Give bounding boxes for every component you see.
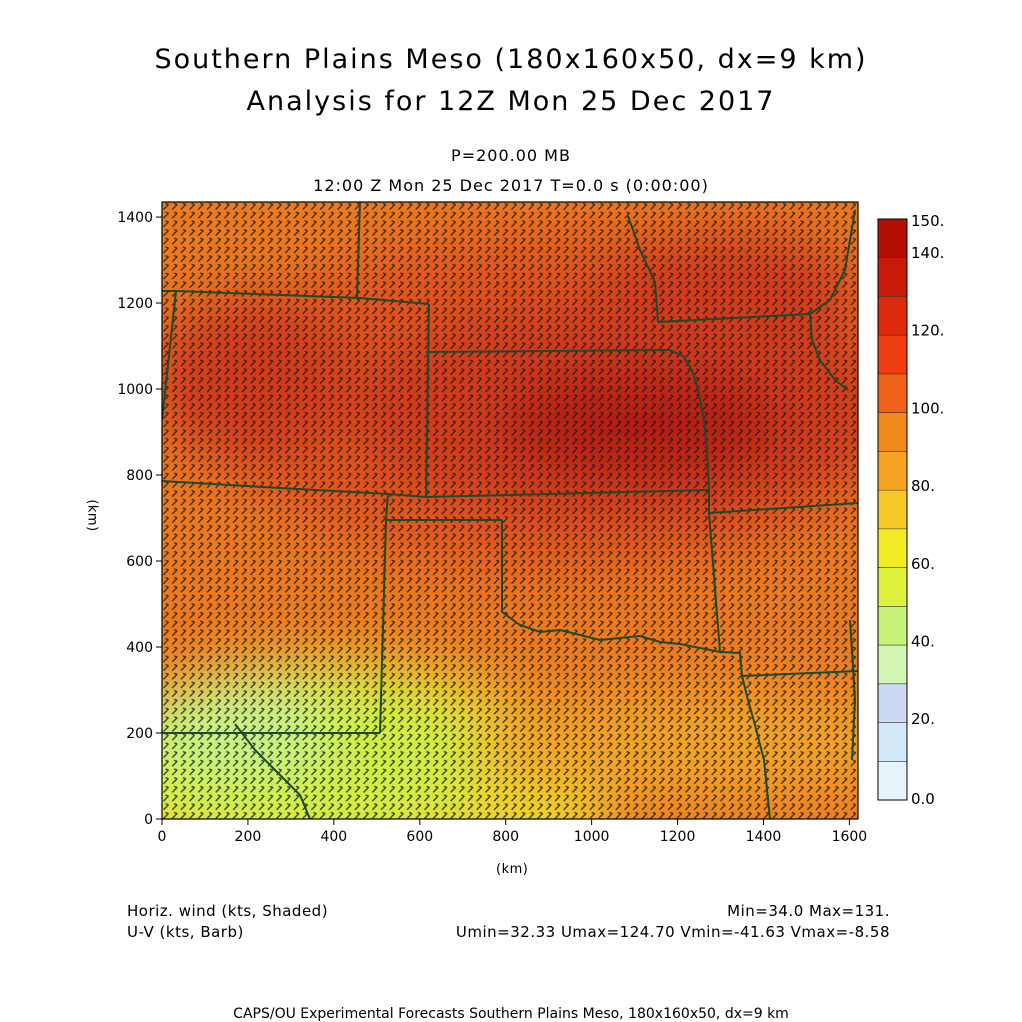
colorbar-swatch <box>878 412 907 452</box>
colorbar-label: 120. <box>911 322 944 340</box>
y-tick-label: 0 <box>144 812 153 828</box>
colorbar-swatch <box>878 528 907 569</box>
x-tick-label: 1000 <box>574 829 610 845</box>
colorbar-label: 60. <box>911 555 935 573</box>
x-tick-label: 1200 <box>660 829 696 845</box>
legend-minmax: Min=34.0 Max=131. <box>727 902 890 920</box>
colorbar-label: 140. <box>911 244 944 262</box>
colorbar-swatch <box>878 373 907 414</box>
x-tick-label: 1600 <box>832 829 868 845</box>
x-tick-label: 800 <box>492 829 519 845</box>
colorbar-swatch <box>878 490 907 530</box>
boundary-colorado-south <box>162 480 427 498</box>
colorbar-swatch <box>878 761 907 801</box>
colorbar-swatch <box>878 451 907 491</box>
legend-barb: U-V (kts, Barb) <box>127 923 244 941</box>
boundary-east-edge <box>849 619 857 761</box>
x-tick-label: 200 <box>235 829 262 845</box>
boundary-colorado-east <box>425 303 430 498</box>
boundary-missouri-river <box>669 349 710 491</box>
colorbar-label: 0.0 <box>911 790 935 808</box>
y-axis-ticks: 0 200 400 600 800 1000 1200 1400 <box>117 210 162 828</box>
colorbar-label: 40. <box>911 633 935 651</box>
boundary-sabine <box>741 675 771 819</box>
x-tick-label: 400 <box>320 829 347 845</box>
colorbar-swatch <box>878 645 907 685</box>
y-tick-label: 1000 <box>117 382 153 398</box>
x-axis-ticks: 0 200 400 600 800 1000 1200 1400 1600 <box>158 819 868 845</box>
boundary-kansas-south <box>425 488 710 513</box>
y-tick-label: 1400 <box>117 210 153 226</box>
boundary-new-mexico-east <box>379 519 387 734</box>
colorbar-swatch <box>878 722 907 762</box>
boundary-nebraska-south <box>425 349 671 353</box>
colorbar-label: 80. <box>911 477 935 495</box>
legend-uv-stats: Umin=32.33 Umax=124.70 Vmin=-41.63 Vmax=… <box>455 923 890 941</box>
x-tick-label: 1400 <box>746 829 782 845</box>
y-tick-label: 400 <box>126 640 153 656</box>
colorbar-label: 100. <box>911 399 944 417</box>
boundary-mississippi <box>809 313 849 391</box>
x-tick-label: 600 <box>406 829 433 845</box>
title-line-2: Analysis for 12Z Mon 25 Dec 2017 <box>246 86 776 117</box>
boundary-louisiana-north <box>719 651 858 678</box>
footer-credit: CAPS/OU Experimental Forecasts Southern … <box>233 1006 789 1022</box>
y-tick-label: 600 <box>126 554 153 570</box>
colorbar-frame <box>877 218 908 801</box>
colorbar-swatch <box>878 683 907 724</box>
boundary-wyoming-east <box>356 202 361 299</box>
boundary-arkansas-west <box>708 512 721 653</box>
pressure-level: P=200.00 MB <box>451 146 571 165</box>
y-axis-label: (km) <box>84 499 100 532</box>
valid-time: 12:00 Z Mon 25 Dec 2017 T=0.0 s (0:00:00… <box>313 176 709 195</box>
wind-speed-field <box>162 202 858 819</box>
colorbar-swatch <box>878 606 907 646</box>
colorbar-swatch <box>878 567 907 607</box>
colorbar-label: 150. <box>911 212 944 230</box>
colorbar-swatch <box>878 257 907 297</box>
y-tick-label: 200 <box>126 726 153 742</box>
boundary-rio-grande <box>234 723 311 819</box>
legend-shaded: Horiz. wind (kts, Shaded) <box>127 902 329 920</box>
title-line-1: Southern Plains Meso (180x160x50, dx=9 k… <box>154 44 868 75</box>
x-axis-label: (km) <box>496 862 529 877</box>
boundary-missouri-arkansas <box>708 502 858 514</box>
boundary-iowa-east <box>809 209 856 315</box>
boundary-red-river <box>501 611 721 653</box>
colorbar: 150. 140. 120. 100. 80. 60. 40. 20. 0.0 <box>878 212 944 808</box>
state-boundaries <box>162 202 858 819</box>
colorbar-swatch <box>878 219 907 259</box>
colorbar-swatch <box>878 296 907 336</box>
plot-frame <box>161 201 859 820</box>
x-tick-label: 0 <box>158 829 167 845</box>
boundary-new-mexico-west <box>162 290 177 421</box>
colorbar-label: 20. <box>911 710 935 728</box>
boundary-minnesota-iowa <box>627 215 659 323</box>
colorbar-swatch <box>878 335 907 375</box>
y-tick-label: 1200 <box>117 296 153 312</box>
y-tick-label: 800 <box>126 468 153 484</box>
boundary-colorado-north <box>162 290 430 305</box>
boundary-iowa-south <box>657 313 811 323</box>
